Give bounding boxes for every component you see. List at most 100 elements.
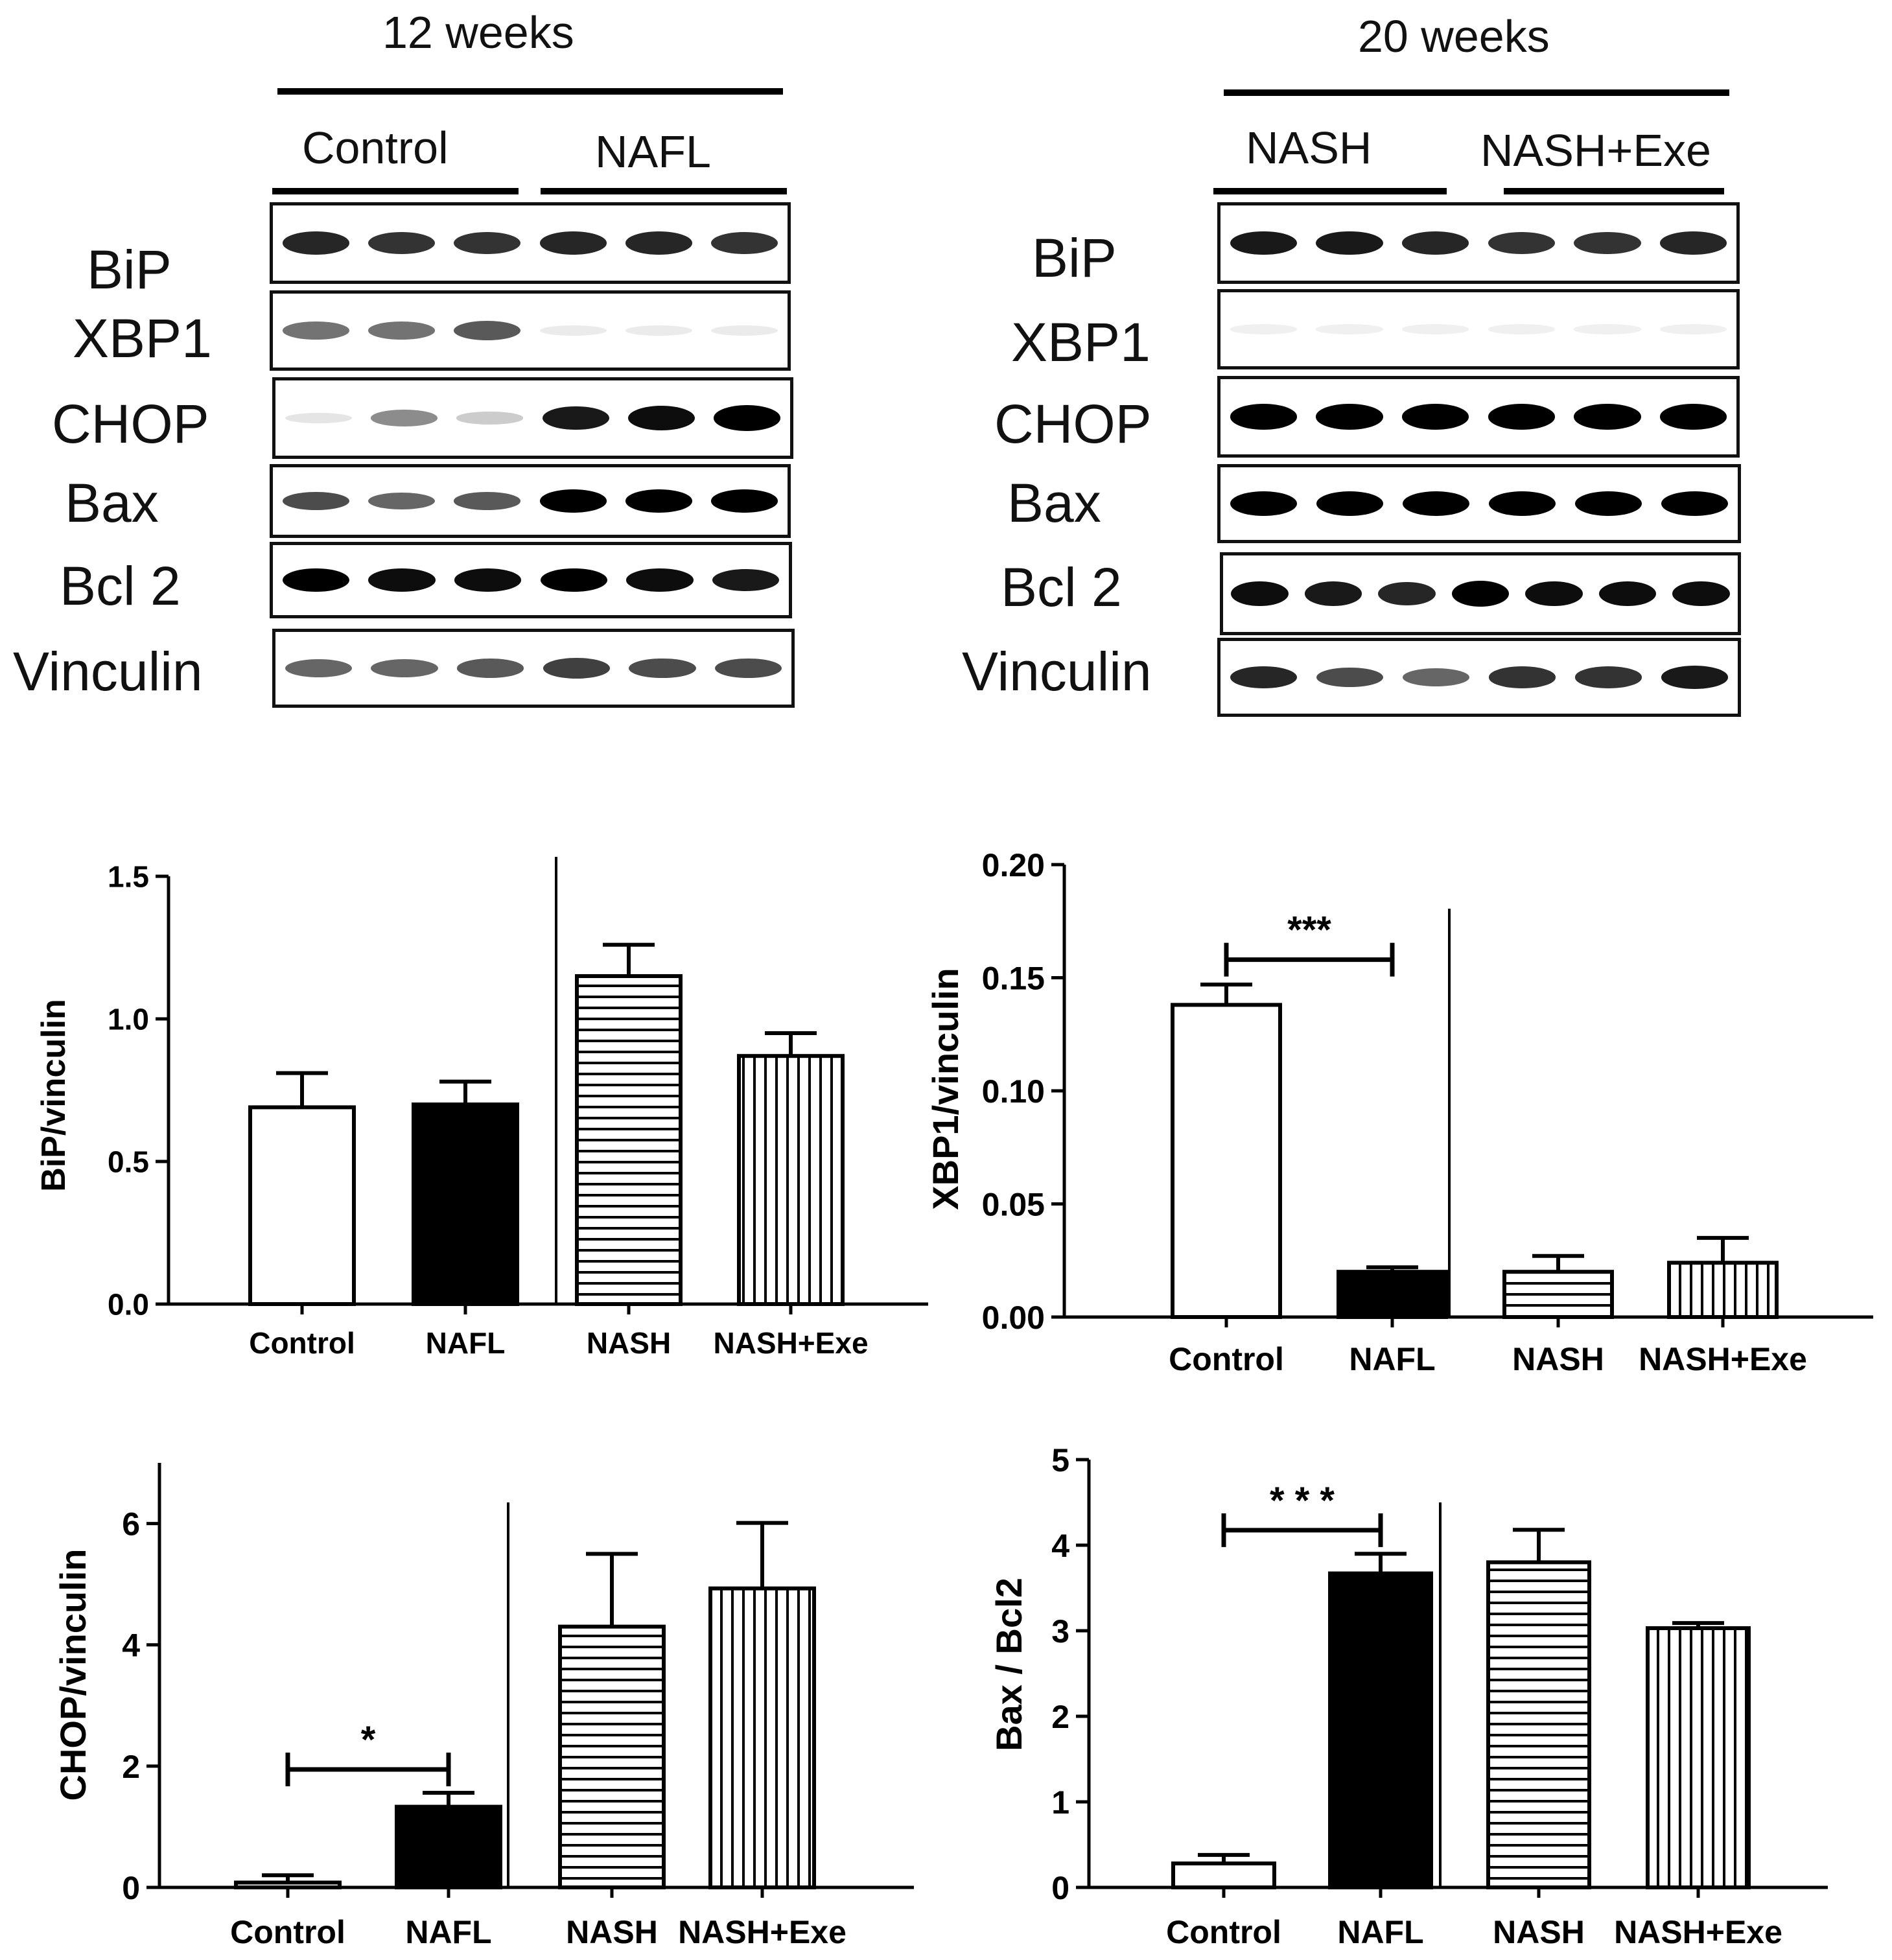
group-label-nafl: NAFL — [595, 126, 711, 177]
blot-band — [1316, 404, 1383, 430]
chart2-bar-nash — [1502, 1270, 1614, 1319]
blot-band — [456, 659, 524, 678]
blot-band — [456, 412, 524, 425]
blot-band — [543, 658, 611, 679]
chart1-x-tick-label: Control — [249, 1326, 355, 1360]
chart3-bar-control — [234, 1880, 342, 1890]
blot-band — [1231, 581, 1289, 607]
chart4-y-tick-label: 1 — [1051, 1784, 1069, 1821]
group-label-control: Control — [302, 122, 449, 173]
blot-title-20-weeks: 20 weeks — [1358, 11, 1550, 62]
blot-band — [629, 658, 696, 679]
blot-band — [1230, 491, 1298, 517]
chart4-bar-nash — [1486, 1560, 1591, 1889]
chart3-y-tick-label: 6 — [122, 1506, 140, 1543]
blot-band — [1659, 324, 1727, 334]
blot-strip-bcl2 — [270, 542, 792, 618]
chart1-y-tick-label: 1.5 — [108, 860, 149, 894]
chart4-significance-label: * * * — [1270, 1480, 1335, 1522]
chart3-x-tick-label: NAFL — [405, 1914, 491, 1950]
blot-band — [1401, 324, 1469, 334]
blot-band — [368, 568, 436, 592]
blot-label-bax-20: Bax — [1007, 472, 1101, 533]
blot-band — [1230, 231, 1298, 255]
blot-band — [282, 231, 349, 255]
chart4-bar-nafl — [1328, 1571, 1433, 1890]
blot-band — [1304, 581, 1362, 606]
chart4-y-tick-label: 4 — [1051, 1528, 1069, 1564]
blot-band — [1574, 666, 1642, 688]
chart3-x-tick-label: NASH+Exe — [678, 1914, 847, 1950]
chart2-significance-label: *** — [1287, 909, 1331, 951]
chart2-y-tick-label: 0.20 — [982, 847, 1045, 883]
blot-strip-chop-20 — [1217, 376, 1740, 458]
blot-band — [1488, 231, 1556, 255]
group-bar-nafl — [541, 188, 787, 194]
blot-band — [454, 321, 521, 340]
chart2-bar-nafl — [1337, 1270, 1448, 1319]
chart2-y-tick-label: 0.05 — [982, 1187, 1045, 1223]
blot-strip-xbp1 — [270, 290, 791, 371]
blot-band — [1488, 324, 1556, 334]
chart1-bar-nash — [575, 974, 683, 1306]
chart4-bar-nash-exe — [1646, 1626, 1751, 1890]
blot-band — [1316, 324, 1383, 334]
group-bar-nash — [1213, 188, 1447, 194]
blot-band — [539, 325, 607, 336]
chart4-x-tick-label: Control — [1166, 1914, 1281, 1950]
blot-label-bcl2: Bcl 2 — [60, 555, 181, 616]
chart3-y-axis-label: CHOP/vinculin — [53, 1549, 93, 1801]
blot-title-bar — [277, 88, 783, 95]
blot-label-chop-20: CHOP — [994, 393, 1152, 454]
blot-band — [370, 410, 438, 426]
blot-band — [368, 321, 436, 340]
chart4-y-axis-label: Bax / Bcl2 — [988, 1578, 1029, 1751]
blot-band — [712, 568, 780, 592]
blot-band — [454, 492, 521, 510]
chart4-y-tick-label: 2 — [1051, 1699, 1069, 1735]
blot-band — [1659, 404, 1727, 430]
blot-label-vinculin: Vinculin — [13, 641, 203, 702]
blot-band — [1574, 324, 1641, 334]
blot-band — [1401, 231, 1469, 255]
blot-strip-bax — [270, 464, 791, 538]
blot-band — [711, 489, 778, 513]
blot-label-bip-20: BiP — [1032, 228, 1117, 288]
blot-band — [625, 325, 693, 336]
chart2-x-tick-label: NAFL — [1349, 1341, 1435, 1377]
chart4-y-tick-label: 3 — [1051, 1613, 1069, 1650]
blot-band — [1659, 231, 1727, 255]
blot-band — [282, 491, 349, 511]
blot-band — [1316, 231, 1383, 255]
chart3-x-tick-label: NASH — [566, 1914, 658, 1950]
blot-band — [1230, 666, 1298, 689]
blot-band — [1402, 668, 1470, 687]
blot-band — [714, 405, 781, 431]
chart2-y-axis-label: XBP1/vinculin — [925, 968, 966, 1209]
blot-band — [282, 321, 349, 340]
blot-strip-bip-20 — [1217, 202, 1740, 284]
blot-band — [1230, 404, 1298, 430]
blot-band — [1574, 231, 1641, 255]
chart4-y-tick-label: 0 — [1051, 1870, 1069, 1906]
chart1-bar-nash-exe — [737, 1054, 845, 1306]
blot-label-xbp1: XBP1 — [73, 308, 212, 369]
blot-band — [1316, 667, 1384, 688]
blot-band — [539, 231, 607, 255]
blot-band — [371, 659, 438, 678]
chart1-x-tick-label: NASH+Exe — [713, 1326, 868, 1360]
chart4-x-tick-label: NASH — [1493, 1914, 1585, 1950]
chart1-x-tick-label: NASH — [587, 1326, 671, 1360]
chart3-x-tick-label: Control — [230, 1914, 345, 1950]
blot-band — [1574, 491, 1642, 517]
blot-band — [539, 489, 607, 513]
chart3-y-tick-label: 0 — [122, 1870, 140, 1906]
chart2-y-tick-label: 0.00 — [982, 1300, 1045, 1336]
blot-label-xbp1-20: XBP1 — [1011, 312, 1150, 373]
blot-band — [1598, 581, 1657, 607]
chart3-y-tick-label: 2 — [122, 1749, 140, 1785]
blot-band — [1574, 404, 1641, 430]
group-bar-control — [272, 188, 519, 194]
group-label-nash-exe: NASH+Exe — [1480, 125, 1711, 176]
